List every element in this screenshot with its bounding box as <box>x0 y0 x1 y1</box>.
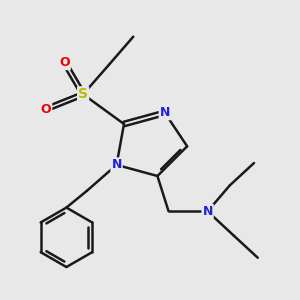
Text: S: S <box>78 87 88 101</box>
Text: N: N <box>111 158 122 171</box>
Text: N: N <box>160 106 170 119</box>
Text: O: O <box>59 56 70 69</box>
Text: O: O <box>41 103 51 116</box>
Text: N: N <box>202 205 213 218</box>
